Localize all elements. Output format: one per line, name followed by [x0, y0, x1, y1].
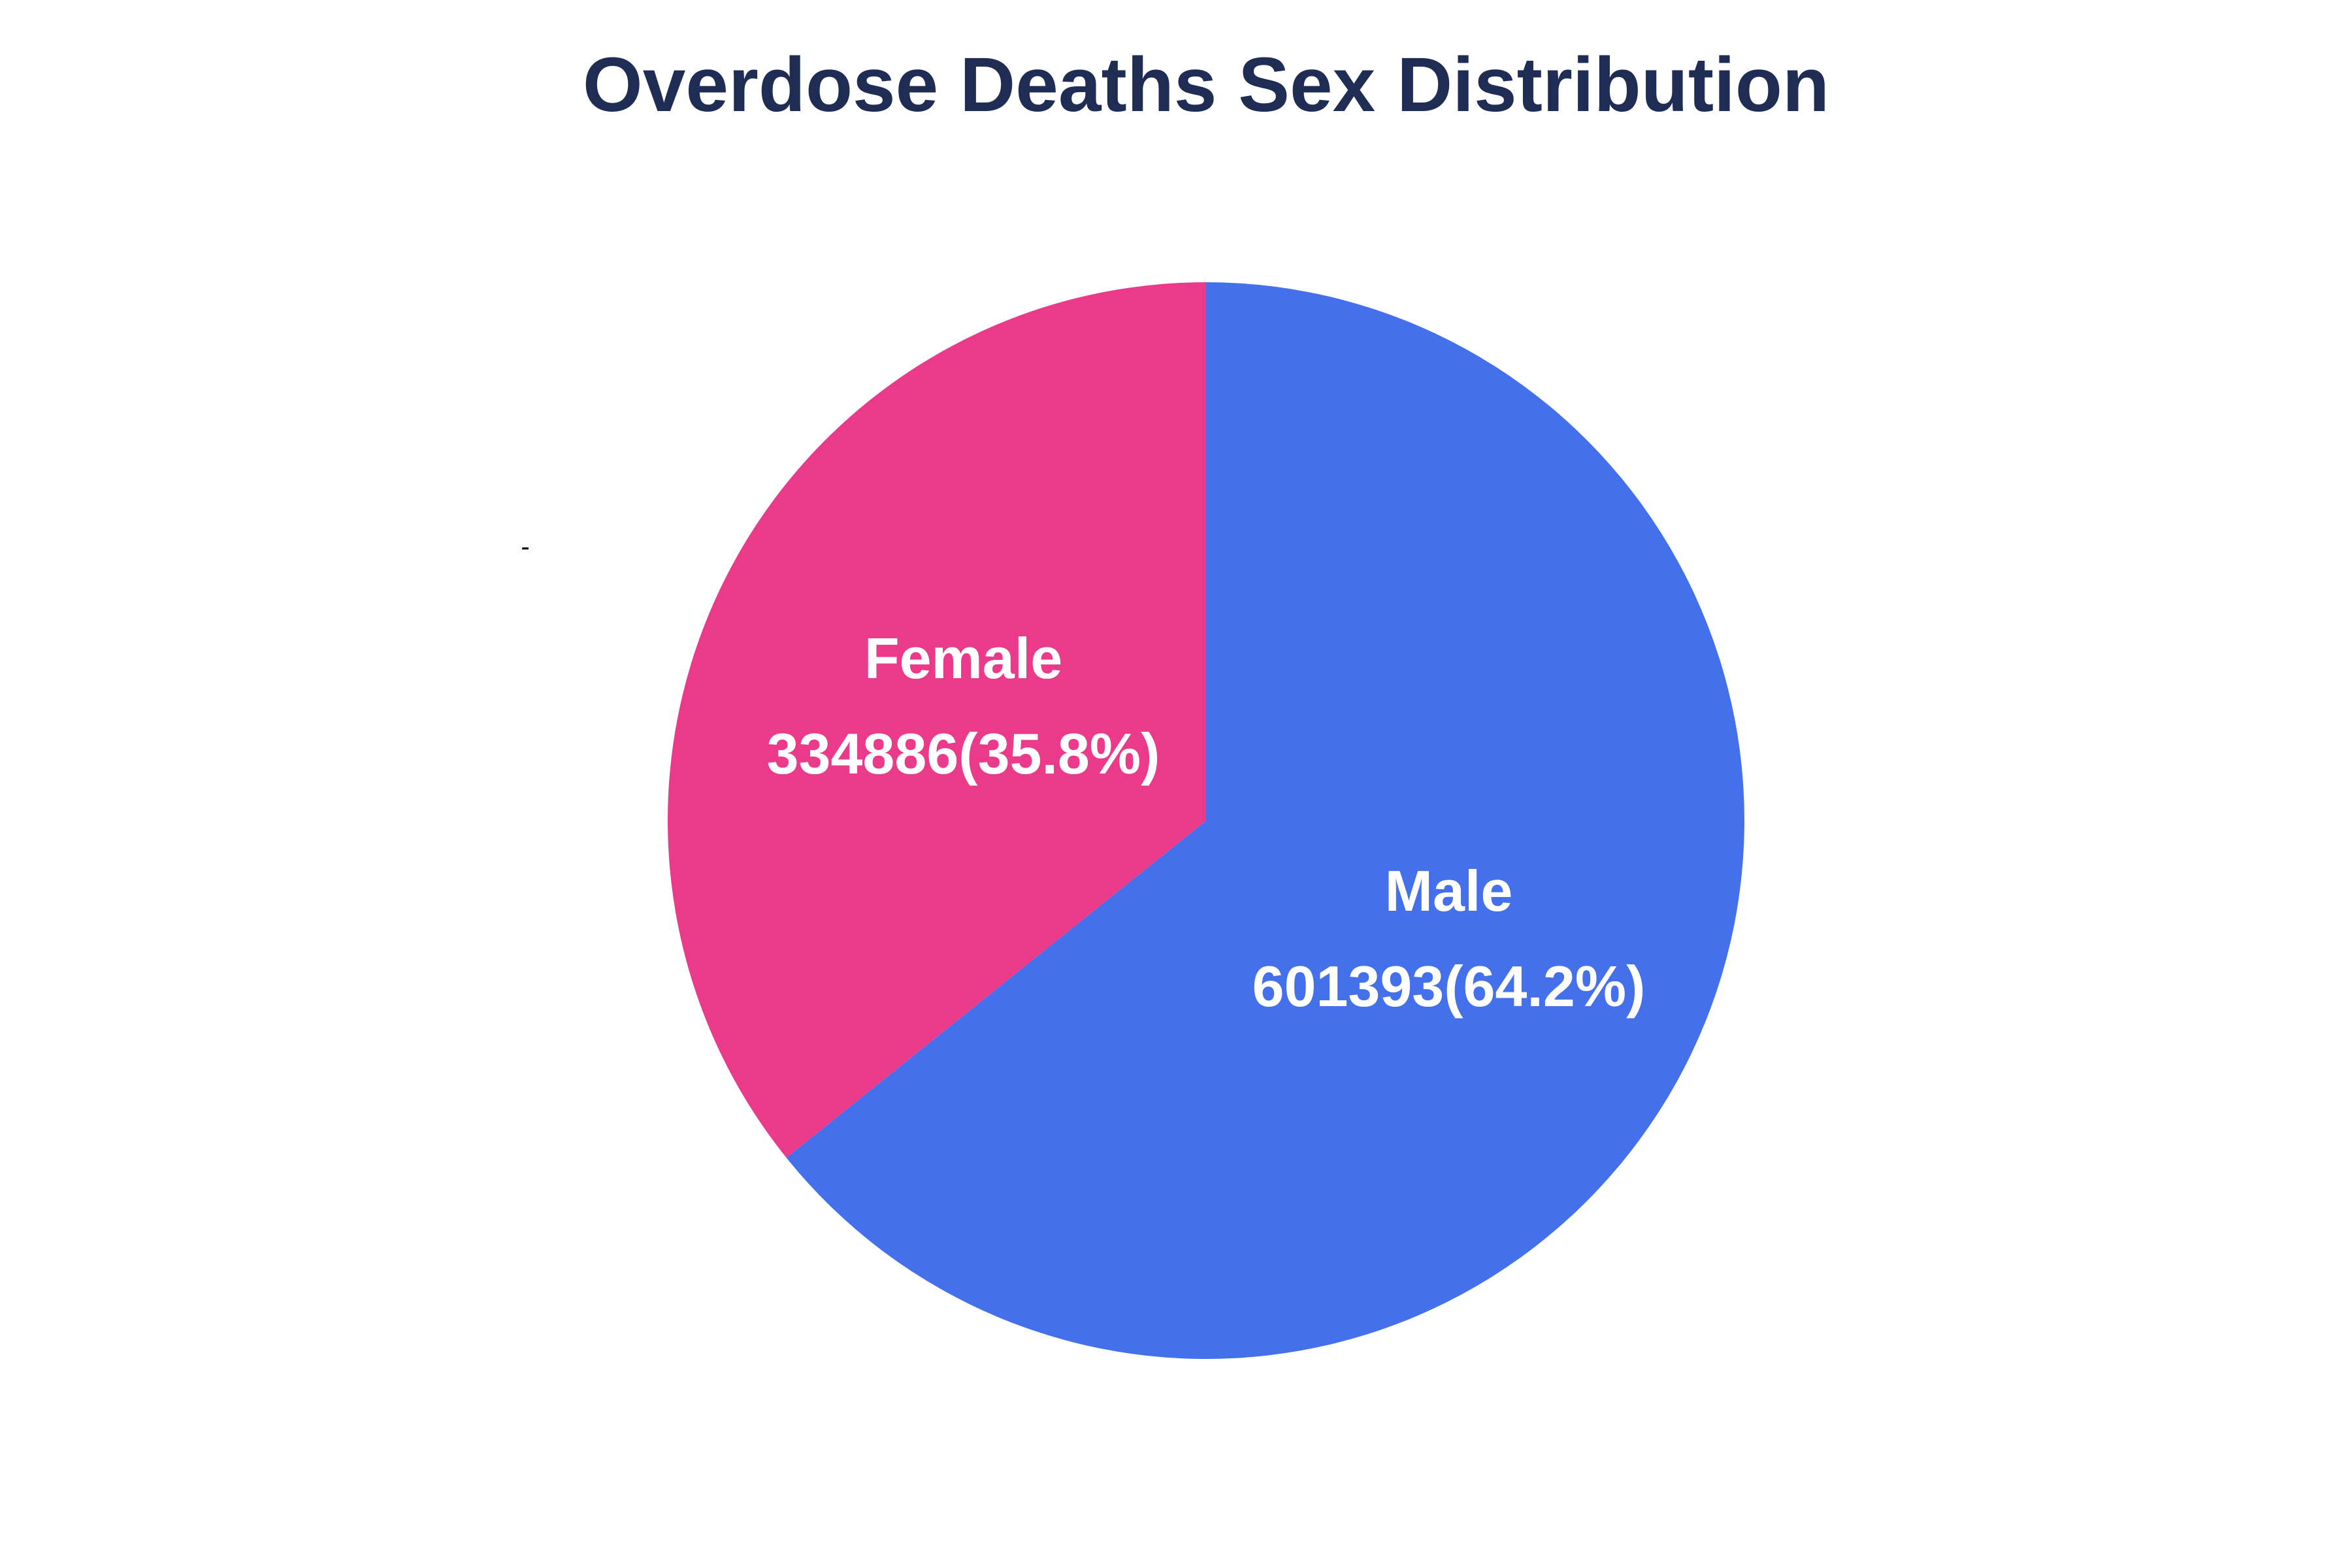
chart-title: Overdose Deaths Sex Distribution	[583, 42, 1829, 128]
slice-label-male: Male	[1385, 858, 1513, 923]
pie-slice-female	[668, 282, 1206, 1158]
slice-label-female: Female	[864, 626, 1062, 691]
stray-dash-mark: -	[521, 532, 529, 561]
slice-value-male: 601393(64.2%)	[1252, 954, 1646, 1019]
pie-slice-male	[786, 282, 1745, 1359]
pie-slices	[668, 282, 1745, 1359]
slice-value-female: 334886(35.8%)	[767, 721, 1160, 786]
pie-labels: Male 601393(64.2%) Female 334886(35.8%)	[767, 626, 1646, 1019]
